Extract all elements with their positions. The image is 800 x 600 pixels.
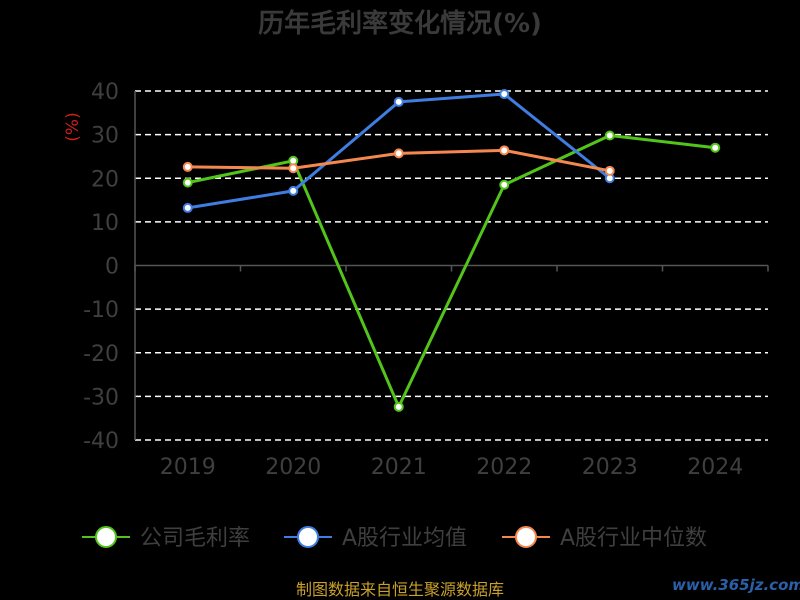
legend-marker <box>515 526 537 548</box>
y-tick-label: 0 <box>105 255 119 280</box>
data-point <box>393 148 404 159</box>
y-axis-label: (%) <box>63 112 83 141</box>
y-tick-label: -30 <box>83 385 119 410</box>
legend-label: 公司毛利率 <box>140 526 250 551</box>
legend: 公司毛利率 A股行业均值 A股行业中位数 <box>82 526 707 551</box>
y-tick-label: -10 <box>83 298 119 323</box>
source-footer: 制图数据来自恒生聚源数据库 <box>296 580 504 599</box>
legend-marker <box>95 526 117 548</box>
grid: 40 30 20 10 0 -10 -20 -30 -40 <box>83 80 768 454</box>
data-point <box>182 177 193 188</box>
data-point <box>182 202 193 213</box>
legend-label: A股行业中位数 <box>560 526 707 551</box>
legend-marker <box>297 526 319 548</box>
data-point <box>710 142 721 153</box>
data-point <box>499 179 510 190</box>
data-point <box>499 89 510 100</box>
x-tick-label: 2021 <box>371 455 427 480</box>
axes: 2019 2020 2021 2022 2023 2024 <box>134 91 769 480</box>
watermark: www.365jz.com <box>672 576 800 594</box>
x-tick-label: 2020 <box>265 455 321 480</box>
data-point <box>288 163 299 174</box>
y-tick-label: 30 <box>91 124 119 149</box>
series-group <box>182 89 721 412</box>
data-point <box>604 130 615 141</box>
data-point <box>288 185 299 196</box>
data-point <box>393 401 404 412</box>
series-line <box>187 133 716 409</box>
x-tick-label: 2023 <box>582 455 638 480</box>
data-point <box>393 96 404 107</box>
legend-label: A股行业均值 <box>342 526 467 551</box>
y-tick-label: 40 <box>91 80 119 105</box>
x-tick-label: 2019 <box>160 455 216 480</box>
y-tick-label: 20 <box>91 167 119 192</box>
y-tick-label: 10 <box>91 211 119 236</box>
y-tick-label: -20 <box>83 342 119 367</box>
y-tick-label: -40 <box>83 429 119 454</box>
x-tick-label: 2024 <box>687 455 743 480</box>
data-point <box>182 161 193 172</box>
data-point <box>499 145 510 156</box>
data-point <box>604 165 615 176</box>
x-tick-label: 2022 <box>476 455 532 480</box>
chart-title: 历年毛利率变化情况(%) <box>258 8 542 39</box>
